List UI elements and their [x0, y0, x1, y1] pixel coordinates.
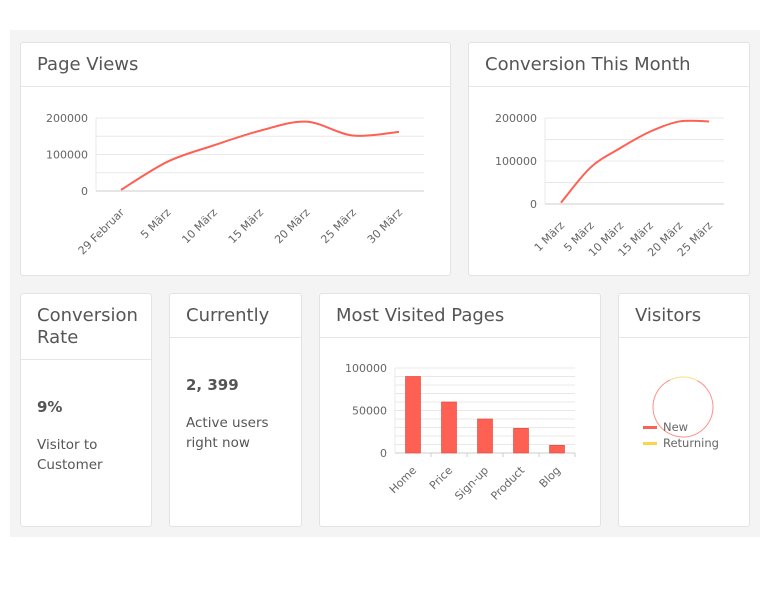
- card-title: Visitors: [619, 294, 749, 338]
- visitors-legend: New Returning: [643, 419, 719, 451]
- x-tick-label: Home: [387, 464, 419, 496]
- x-tick-label: 20 März: [272, 206, 312, 246]
- y-tick-label: 0: [380, 447, 387, 460]
- legend-item-returning: Returning: [643, 435, 719, 451]
- visitors-card: Visitors New Returning: [618, 293, 750, 527]
- bar: [405, 376, 421, 454]
- y-tick-label: 200000: [46, 112, 88, 125]
- active-users-label: Active users right now: [186, 415, 269, 451]
- card-title: Most Visited Pages: [320, 294, 600, 338]
- bar: [477, 418, 493, 454]
- y-tick-label: 100000: [495, 155, 537, 168]
- page-views-chart: 0 100000 200000 29 Februar 5 März 10 März 15 M…: [46, 112, 424, 257]
- y-tick-label: 100000: [46, 149, 88, 162]
- visitors-donut-chart: [652, 376, 714, 438]
- conversion-month-card: Conversion This Month 0 100000 200000 1 Mär…: [468, 42, 750, 276]
- card-title: Conversion Rate: [21, 294, 151, 360]
- x-tick-label: Blog: [537, 464, 563, 490]
- bar: [513, 428, 529, 454]
- series-line: [120, 120, 400, 191]
- series-line: [560, 119, 710, 204]
- legend-swatch: [643, 426, 657, 429]
- conversion-rate-label: Visitor to Customer: [37, 437, 103, 473]
- x-tick-label: 1 März: [532, 219, 568, 255]
- bar: [549, 445, 565, 454]
- active-users-value: 2, 399: [186, 376, 239, 394]
- y-tick-label: 200000: [495, 112, 537, 125]
- conversion-rate-value: 9%: [37, 398, 63, 416]
- card-title: Conversion This Month: [469, 43, 749, 87]
- x-tick-label: Price: [427, 464, 455, 492]
- x-tick-label: Product: [488, 463, 527, 502]
- currently-card: Currently 2, 399 Active users right now: [169, 293, 302, 527]
- x-tick-label: 29 Februar: [76, 206, 128, 258]
- legend-label: New: [663, 420, 689, 434]
- y-tick-label: 0: [81, 185, 88, 198]
- donut-segment: [652, 379, 714, 438]
- donut-segment: [669, 376, 698, 382]
- x-tick-label: 5 März: [138, 206, 174, 242]
- legend-swatch: [643, 442, 657, 445]
- page-views-card: Page Views 0 100000 200000 29 Februar 5 März…: [20, 42, 451, 276]
- x-tick-label: 25 März: [318, 206, 358, 246]
- y-tick-label: 50000: [352, 405, 387, 418]
- x-tick-label: Sign-up: [452, 464, 491, 503]
- conversion-rate-card: Conversion Rate 9% Visitor to Customer: [20, 293, 152, 527]
- legend-label: Returning: [663, 436, 719, 450]
- x-tick-label: 10 März: [179, 206, 219, 246]
- x-tick-label: 30 März: [365, 206, 405, 246]
- x-tick-label: 15 März: [226, 206, 266, 246]
- most-visited-card: Most Visited Pages 0 50000 100000 Home Price…: [319, 293, 601, 527]
- card-title: Page Views: [21, 43, 450, 87]
- y-tick-label: 100000: [345, 362, 387, 375]
- y-tick-label: 0: [530, 198, 537, 211]
- bar: [441, 401, 457, 454]
- card-title: Currently: [170, 294, 301, 338]
- legend-item-new: New: [643, 419, 719, 435]
